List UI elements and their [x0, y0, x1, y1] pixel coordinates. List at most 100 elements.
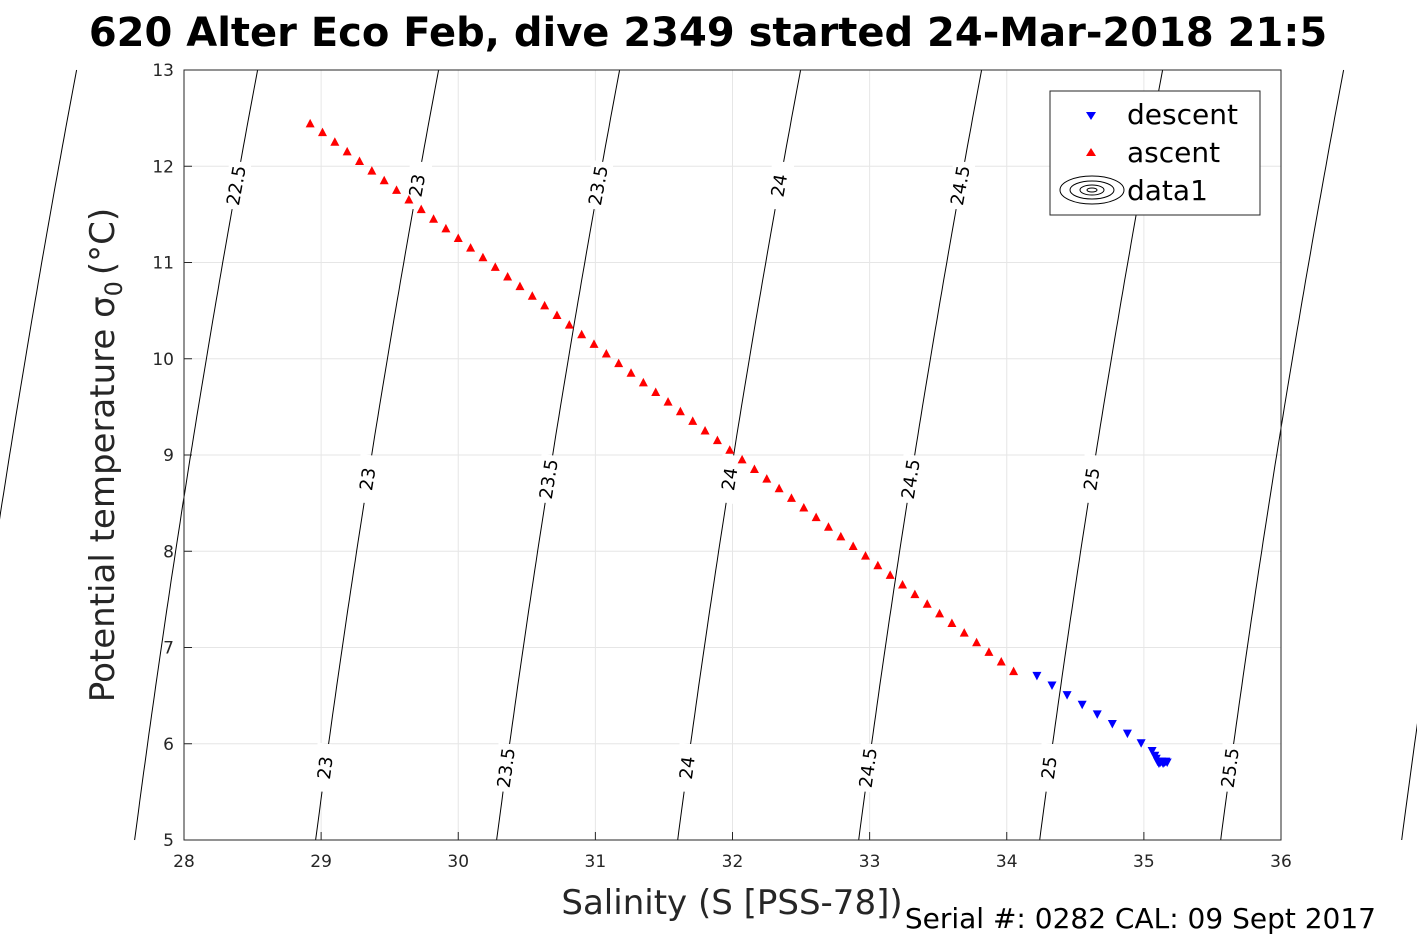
ascent-point	[737, 454, 747, 464]
ascent-point	[651, 387, 661, 396]
legend: descent ascent data1	[1049, 90, 1261, 216]
ascent-point	[861, 551, 871, 560]
x-tick-label: 30	[447, 852, 469, 872]
contour-label: 23	[311, 742, 340, 794]
ascent-series	[305, 118, 1019, 676]
legend-ascent-label: ascent	[1127, 136, 1220, 169]
ascent-point	[885, 570, 895, 579]
ascent-point	[811, 512, 821, 522]
contour-label: 24	[764, 159, 795, 212]
descent-series	[1032, 671, 1172, 768]
contour-label-bg	[1077, 453, 1107, 505]
contour-label-bg	[492, 742, 521, 794]
y-tick-labels: 5 6 7 8 9 10 11 12 13	[152, 61, 192, 851]
y-tick-label: 8	[163, 542, 174, 562]
ascent-point	[712, 435, 722, 445]
ascent-point	[700, 425, 710, 435]
contour-label-text: 25	[1080, 466, 1104, 492]
ascent-point	[959, 628, 969, 637]
y-axis-label-subscript: 0	[100, 281, 128, 296]
ascent-point	[392, 185, 402, 194]
ascent-point	[663, 397, 673, 406]
y-tick-label: 6	[163, 735, 174, 755]
ascent-point	[774, 483, 784, 493]
contour-label-bg	[715, 453, 745, 505]
contour-line	[1220, 69, 1345, 841]
contour-label-bg	[1035, 742, 1064, 794]
y-tick-label: 9	[163, 446, 174, 466]
ascent-point	[1009, 666, 1019, 676]
descent-point	[1077, 700, 1087, 710]
contour-line	[1401, 723, 1417, 841]
ascent-point	[404, 194, 414, 204]
y-tick-label: 5	[163, 831, 174, 851]
ascent-point	[935, 608, 945, 618]
contour-label-bg	[896, 453, 926, 505]
x-tick-label: 33	[859, 852, 881, 872]
y-tick-label: 11	[152, 254, 174, 274]
ascent-point	[675, 406, 685, 416]
ascent-point	[836, 531, 846, 541]
contour-label: 25	[1035, 742, 1064, 794]
ascent-point	[515, 281, 525, 291]
contour-label: 23	[353, 453, 383, 505]
ascent-point	[688, 416, 698, 425]
ascent-point	[823, 522, 833, 531]
y-axis-label-main: Potential temperature σ	[83, 296, 123, 702]
descent-point	[1136, 739, 1146, 748]
ascent-point	[638, 377, 648, 387]
ascent-point	[848, 541, 858, 550]
ascent-point	[305, 118, 315, 128]
descent-point	[1147, 746, 1157, 756]
ascent-point	[577, 329, 587, 339]
descent-point	[1032, 671, 1042, 681]
ascent-point	[762, 474, 772, 483]
descent-point	[1162, 758, 1172, 768]
contour-line	[0, 69, 78, 520]
ascent-point	[478, 252, 488, 262]
legend-data1-marker	[1059, 175, 1125, 205]
ascent-point	[910, 589, 920, 599]
legend-descent-marker	[1086, 112, 1096, 120]
contour-label-bg	[764, 159, 795, 212]
ascent-point	[972, 637, 982, 647]
contour-label: 25.5	[1216, 742, 1245, 794]
ascent-point	[601, 348, 611, 358]
descent-point	[1047, 681, 1057, 691]
contour-label-text: 24	[768, 172, 793, 198]
ascent-point	[984, 647, 994, 656]
contour-label: 24	[673, 742, 702, 794]
contour-label-text: 24	[718, 466, 742, 492]
ascent-point	[342, 146, 352, 156]
x-tick-label: 34	[996, 852, 1018, 872]
contour-label-bg	[583, 159, 614, 212]
contour-label-bg	[353, 453, 383, 505]
ascent-point	[749, 464, 759, 473]
ascent-point	[317, 127, 327, 137]
contour-label-bg	[534, 453, 564, 505]
ascent-point	[786, 493, 796, 502]
x-axis-label: Salinity (S [PSS-78])	[561, 883, 902, 923]
y-tick-label: 13	[152, 61, 174, 81]
ascent-point	[922, 599, 932, 608]
ascent-point	[996, 656, 1006, 666]
x-tick-label: 35	[1133, 852, 1155, 872]
contour-label-text: 25	[1038, 755, 1062, 781]
contour-label-bg	[945, 159, 976, 212]
descent-point	[1092, 710, 1102, 719]
y-tick-label: 10	[152, 350, 174, 370]
contour-label-text: 23	[406, 172, 431, 198]
contour-label-bg	[854, 742, 883, 794]
y-axis-label-unit: (°C)	[83, 208, 123, 275]
legend-data1-label: data1	[1127, 174, 1208, 207]
ascent-point	[873, 560, 883, 570]
x-tick-label: 36	[1270, 852, 1292, 872]
descent-point	[1107, 720, 1117, 729]
contour-label-text: 24	[676, 755, 700, 781]
contour-label: 23.5	[534, 453, 564, 505]
x-tick-label: 29	[310, 852, 332, 872]
chart-title: 620 Alter Eco Feb, dive 2349 started 24-…	[89, 10, 1327, 56]
serial-cal-note: Serial #: 0282 CAL: 09 Sept 2017	[905, 902, 1376, 935]
ascent-point	[453, 233, 463, 242]
ascent-point	[799, 502, 809, 512]
